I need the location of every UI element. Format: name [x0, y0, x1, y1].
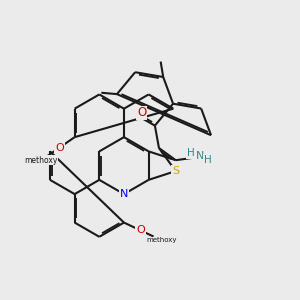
Text: N: N [195, 151, 204, 161]
Text: H: H [204, 155, 212, 165]
Text: methoxy: methoxy [146, 237, 177, 243]
Text: S: S [172, 166, 179, 176]
Text: H: H [187, 148, 194, 158]
Text: O: O [137, 106, 146, 119]
Text: O: O [55, 143, 64, 153]
Text: O: O [136, 226, 145, 236]
Text: methoxy: methoxy [24, 156, 58, 165]
Text: N: N [120, 189, 128, 199]
